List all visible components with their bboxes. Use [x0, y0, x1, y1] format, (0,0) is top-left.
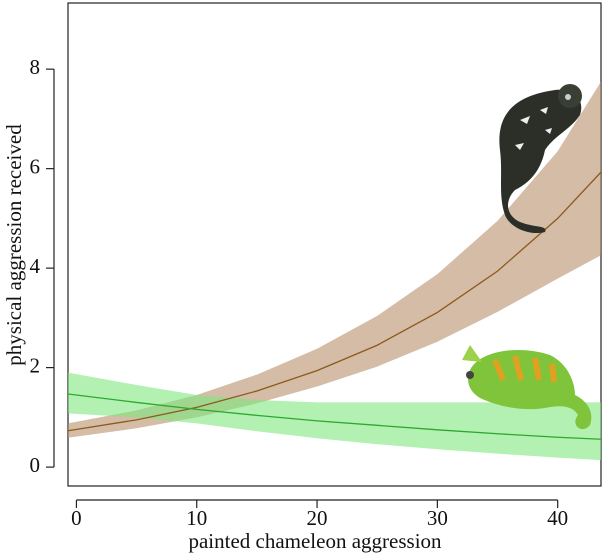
y-axis-title: physical aggression received — [2, 124, 26, 366]
x-tick-label: 40 — [547, 506, 568, 530]
x-tick-label: 20 — [307, 506, 328, 530]
fit-line — [68, 171, 601, 432]
x-tick-label: 30 — [427, 506, 448, 530]
y-tick-label: 6 — [30, 154, 41, 178]
x-tick-label: 10 — [186, 506, 207, 530]
y-tick-label: 2 — [30, 353, 41, 377]
y-tick-label: 0 — [30, 453, 41, 477]
x-axis-title: painted chameleon aggression — [188, 529, 442, 553]
confidence-band — [68, 81, 601, 438]
confidence-band — [68, 372, 601, 461]
green-chameleon-illustration — [462, 345, 592, 430]
fit-line — [68, 393, 601, 440]
y-tick-label: 4 — [30, 254, 41, 278]
y-tick-label: 8 — [30, 55, 41, 79]
x-tick-label: 0 — [71, 506, 82, 530]
dark-chameleon-illustration — [499, 84, 582, 234]
